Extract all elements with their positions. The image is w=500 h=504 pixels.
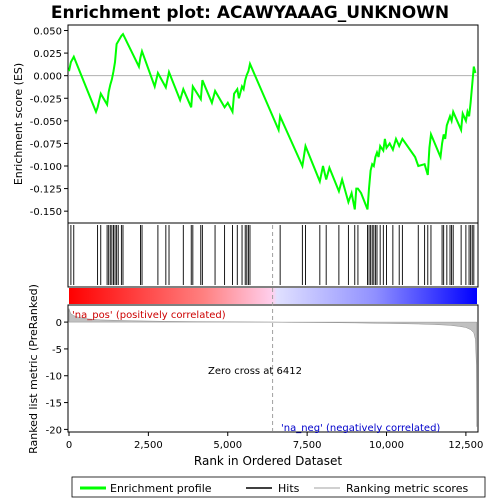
es-y-axis-label: Enrichment score (ES) — [12, 63, 25, 185]
rank-y-tick-label: -15 — [46, 399, 62, 410]
x-tick-label: 2,500 — [134, 440, 163, 451]
es-y-tick-label: -0.050 — [30, 117, 62, 128]
legend-enrichment-label: Enrichment profile — [110, 482, 212, 495]
es-y-tick-label: -0.025 — [30, 94, 62, 105]
rank-y-axis: 0 -5 -10 -15 -20 — [46, 318, 68, 436]
x-tick-label: 10,000 — [369, 440, 404, 451]
rank-y-tick-label: -5 — [52, 345, 62, 356]
ranking-metric-area — [68, 308, 478, 427]
legend: Enrichment profile Hits Ranking metric s… — [71, 476, 486, 498]
es-y-tick-label: 0.025 — [33, 49, 62, 60]
es-y-tick-label: -0.100 — [30, 162, 62, 173]
legend-frame — [71, 476, 486, 498]
rank-y-tick-label: -20 — [46, 425, 62, 436]
es-y-axis: 0.050 0.025 0.000 -0.025 -0.050 -0.075 -0.100 -… — [30, 27, 68, 218]
x-axis: 0 2,500 5,000 7,500 10,000 12,500 — [66, 432, 483, 451]
x-tick-label: 0 — [66, 440, 72, 451]
rank-y-axis-label: Ranked list metric (PreRanked) — [27, 284, 40, 454]
es-y-tick-label: 0.050 — [33, 27, 62, 38]
enrichment-profile-line — [68, 32, 477, 210]
x-tick-label: 5,000 — [213, 440, 242, 451]
x-tick-label: 7,500 — [293, 440, 322, 451]
es-y-tick-label: 0.000 — [33, 72, 62, 83]
x-tick-label: 12,500 — [448, 440, 483, 451]
es-y-tick-label: -0.075 — [30, 139, 62, 150]
es-panel: 0.050 0.025 0.000 -0.025 -0.050 -0.075 -0.100 -… — [12, 24, 479, 224]
es-panel-frame — [67, 24, 479, 224]
es-y-tick-label: -0.125 — [30, 185, 62, 196]
x-axis-label: Rank in Ordered Dataset — [194, 454, 342, 468]
zero-cross-label: Zero cross at 6412 — [208, 366, 302, 377]
positive-correlation-label: 'na_pos' (positively correlated) — [72, 310, 226, 321]
rank-y-tick-label: -10 — [46, 372, 62, 383]
negative-correlation-label: 'na_neg' (negatively correlated) — [281, 423, 440, 434]
hits-marks — [70, 225, 475, 285]
rank-panel: 0 -5 -10 -15 -20 'na_pos' (positively correl… — [27, 225, 479, 454]
es-y-tick-label: -0.150 — [30, 207, 62, 218]
rank-y-tick-label: 0 — [56, 318, 62, 329]
legend-hits-label: Hits — [278, 482, 300, 495]
chart-title: Enrichment plot: ACAWYAAAG_UNKNOWN — [51, 3, 449, 23]
legend-ranking-label: Ranking metric scores — [346, 482, 468, 495]
